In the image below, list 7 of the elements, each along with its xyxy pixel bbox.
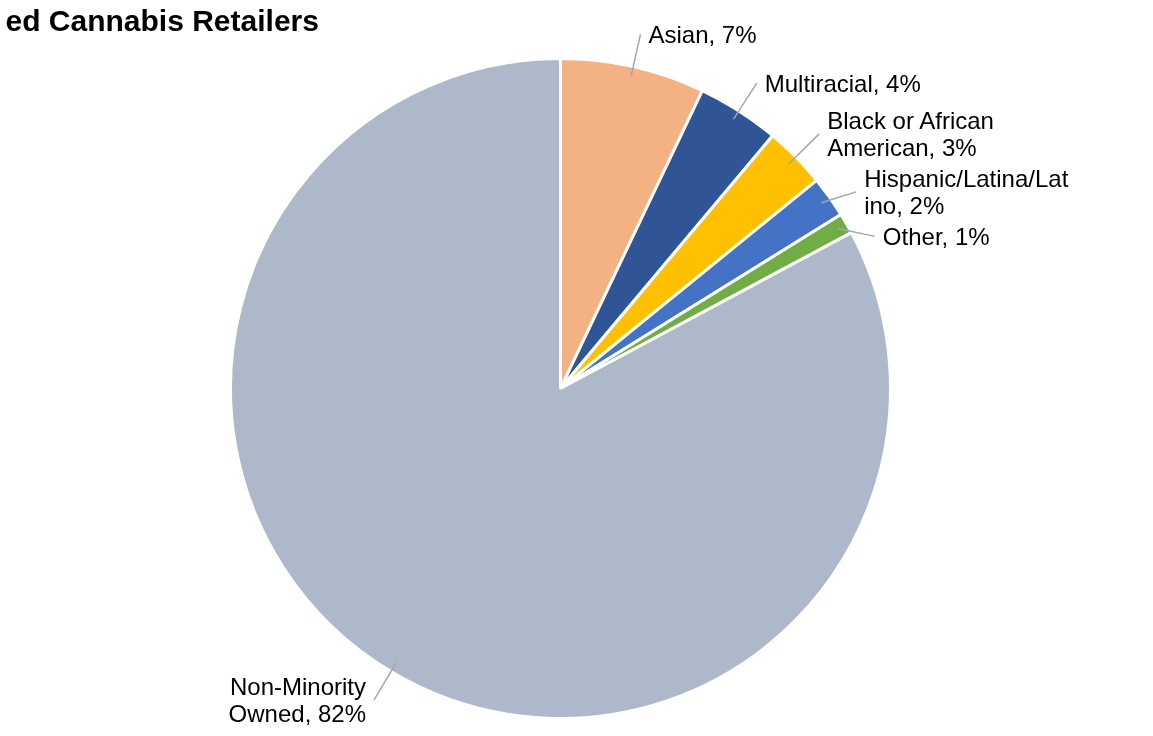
slice-label: Multiracial, 4% — [764, 69, 921, 97]
slice-label: Hispanic/Latina/Latino, 2% — [864, 164, 1069, 219]
slice-label: Other, 1% — [882, 222, 990, 250]
slice-label: Non-Minority Owned, 82% — [228, 672, 367, 727]
slice-label: Asian, 7% — [648, 20, 757, 48]
chart-title: ed Cannabis Retailers — [5, 4, 319, 37]
slice-label: Black or African American, 3% — [827, 106, 994, 161]
